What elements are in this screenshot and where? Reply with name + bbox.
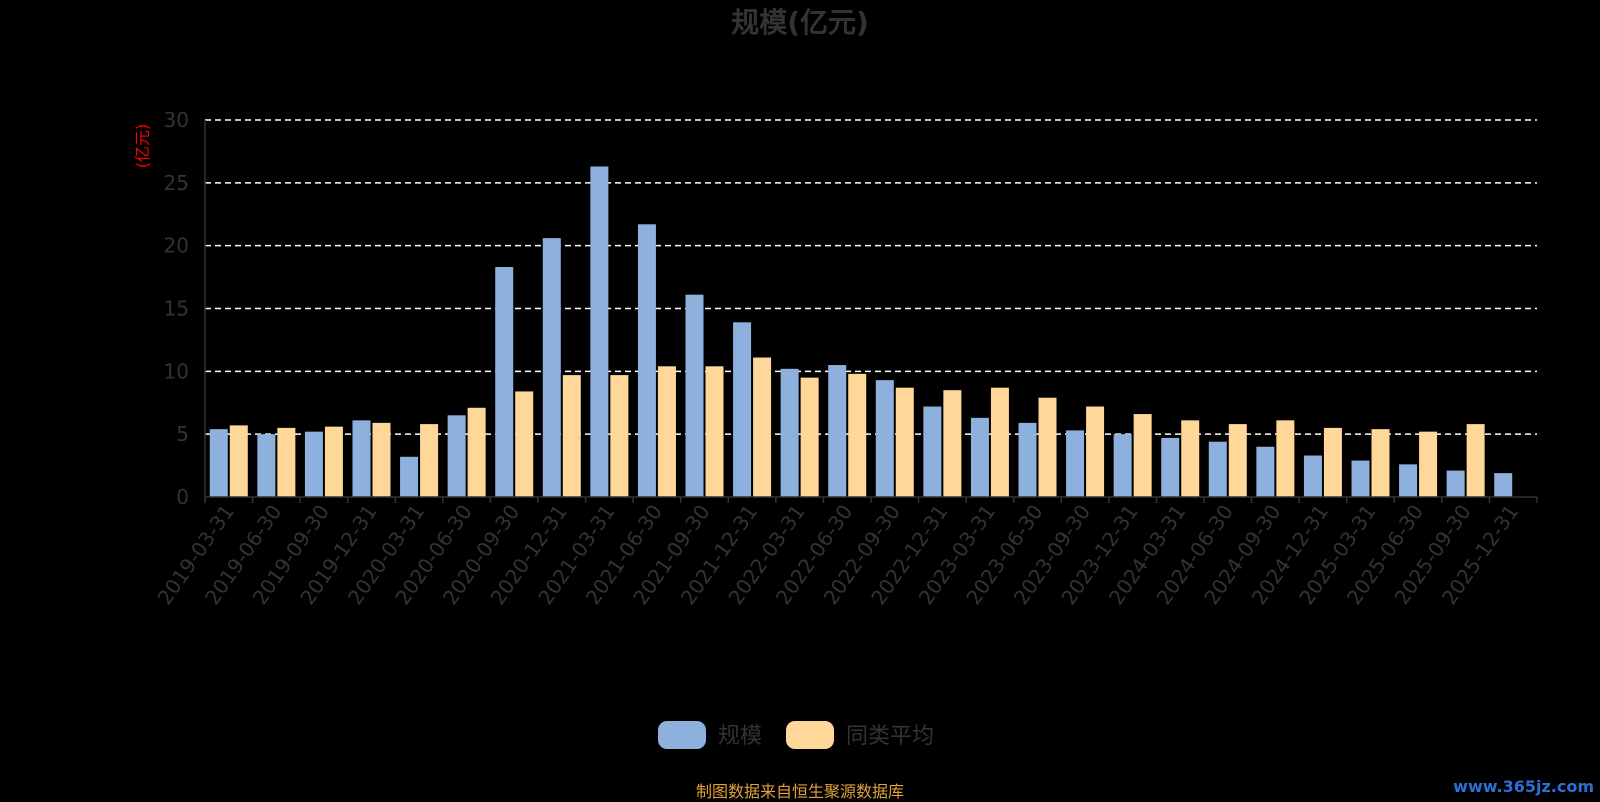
- legend-label: 同类平均: [846, 724, 934, 749]
- y-tick-label: 5: [176, 422, 189, 446]
- bar-scale[interactable]: [1066, 430, 1085, 497]
- bar-peer-average[interactable]: [324, 426, 343, 497]
- bar-peer-average[interactable]: [420, 424, 439, 497]
- bar-scale[interactable]: [257, 434, 276, 497]
- y-tick-label: 0: [176, 485, 189, 509]
- source-note: 制图数据来自恒生聚源数据库: [695, 782, 904, 801]
- bar-scale[interactable]: [1256, 446, 1275, 497]
- bar-peer-average[interactable]: [562, 375, 581, 497]
- y-tick-label: 10: [164, 359, 189, 383]
- bar-scale[interactable]: [352, 420, 371, 497]
- bar-peer-average[interactable]: [1466, 424, 1485, 497]
- bar-scale[interactable]: [590, 166, 609, 497]
- bars: [209, 166, 1513, 498]
- bar-scale[interactable]: [970, 417, 989, 497]
- bar-scale[interactable]: [875, 380, 894, 497]
- bar-peer-average[interactable]: [848, 373, 867, 497]
- bar-scale[interactable]: [209, 429, 228, 497]
- bar-peer-average[interactable]: [705, 366, 724, 497]
- bar-peer-average[interactable]: [1181, 420, 1200, 497]
- bar-peer-average[interactable]: [753, 357, 772, 497]
- bar-scale[interactable]: [1303, 455, 1322, 497]
- bar-peer-average[interactable]: [1276, 420, 1295, 497]
- bar-scale[interactable]: [447, 415, 466, 497]
- y-tick-label: 20: [164, 234, 189, 258]
- bar-scale[interactable]: [400, 456, 419, 497]
- legend-swatch: [786, 721, 834, 749]
- bar-scale[interactable]: [923, 406, 942, 497]
- bar-scale[interactable]: [304, 431, 323, 497]
- bar-scale[interactable]: [733, 322, 752, 497]
- bar-scale[interactable]: [828, 365, 847, 497]
- bar-peer-average[interactable]: [895, 387, 914, 497]
- bar-peer-average[interactable]: [1419, 431, 1438, 497]
- y-tick-label: 30: [164, 108, 189, 132]
- bar-peer-average[interactable]: [1371, 429, 1390, 497]
- bar-peer-average[interactable]: [229, 425, 248, 497]
- bar-scale[interactable]: [1113, 434, 1132, 497]
- bar-peer-average[interactable]: [990, 387, 1009, 497]
- bar-scale[interactable]: [1018, 422, 1037, 497]
- bar-peer-average[interactable]: [277, 427, 296, 497]
- bar-peer-average[interactable]: [372, 422, 391, 497]
- bar-peer-average[interactable]: [1038, 397, 1057, 497]
- bar-peer-average[interactable]: [515, 391, 534, 497]
- legend-item-peer-average[interactable]: 同类平均: [786, 721, 934, 749]
- bar-scale[interactable]: [542, 238, 561, 498]
- bar-scale[interactable]: [1446, 470, 1465, 497]
- bar-scale[interactable]: [685, 294, 704, 497]
- chart-title: 规模(亿元): [731, 6, 869, 39]
- legend-swatch: [658, 721, 706, 749]
- y-tick-label: 25: [164, 171, 189, 195]
- watermark[interactable]: www.365jz.com: [1453, 777, 1594, 796]
- bar-scale[interactable]: [637, 224, 656, 497]
- legend-label: 规模: [718, 724, 762, 749]
- bar-peer-average[interactable]: [1086, 406, 1105, 497]
- y-tick-label: 15: [164, 297, 189, 321]
- bar-scale[interactable]: [780, 368, 799, 497]
- bar-peer-average[interactable]: [657, 366, 676, 497]
- bar-peer-average[interactable]: [1133, 414, 1152, 497]
- bar-scale[interactable]: [1351, 460, 1370, 497]
- bar-peer-average[interactable]: [800, 377, 819, 497]
- bar-peer-average[interactable]: [943, 390, 962, 497]
- legend-item-scale[interactable]: 规模: [658, 721, 762, 749]
- bar-scale[interactable]: [1494, 473, 1513, 497]
- bar-scale[interactable]: [1399, 464, 1418, 497]
- bar-scale[interactable]: [1161, 437, 1180, 497]
- bar-scale[interactable]: [495, 267, 514, 497]
- y-axis-label: (亿元): [133, 124, 152, 169]
- legend[interactable]: 规模 同类平均: [658, 721, 934, 749]
- gridlines: [205, 119, 1537, 435]
- bar-peer-average[interactable]: [610, 375, 629, 497]
- bar-peer-average[interactable]: [1228, 424, 1247, 497]
- bar-peer-average[interactable]: [1323, 427, 1342, 497]
- bar-peer-average[interactable]: [467, 407, 486, 497]
- bar-scale[interactable]: [1208, 441, 1227, 497]
